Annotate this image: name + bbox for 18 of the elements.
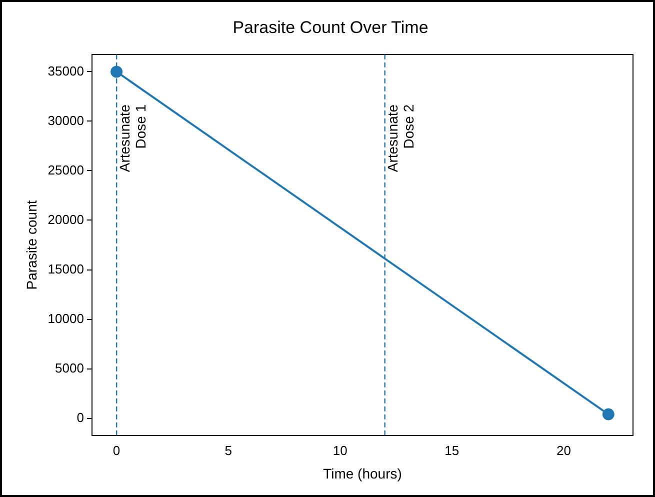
- y-tick-label: 25000: [48, 162, 84, 178]
- y-tick-label: 0: [76, 410, 84, 425]
- y-axis-title: Parasite count: [23, 200, 40, 290]
- x-tick-label: 20: [556, 442, 571, 458]
- y-tick-label: 15000: [48, 261, 84, 276]
- y-tick-label: 35000: [48, 63, 84, 78]
- y-tick-label: 5000: [55, 360, 84, 376]
- y-tick-label: 20000: [48, 212, 84, 227]
- x-tick-label: 15: [444, 442, 460, 458]
- x-tick-label: 0: [112, 442, 120, 458]
- x-tick-label: 10: [332, 442, 348, 458]
- x-axis-title: Time (hours): [323, 465, 402, 482]
- y-tick-label: 30000: [48, 112, 84, 128]
- chart-title: Parasite Count Over Time: [232, 18, 428, 37]
- y-tick-label: 10000: [48, 310, 84, 326]
- x-tick-label: 5: [224, 442, 232, 458]
- ref-line-label: Artesunate Dose 2: [384, 104, 417, 172]
- ref-line-label: Artesunate Dose 1: [116, 104, 148, 172]
